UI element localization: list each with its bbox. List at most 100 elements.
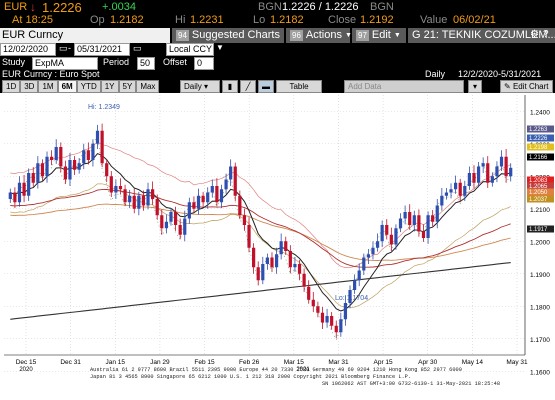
x-tick-label: Apr 30 <box>418 359 438 366</box>
candle-body <box>137 195 141 209</box>
launchpad-tab-label: G 21: TEKNIK COZUMLEM... <box>412 29 555 41</box>
actions-num: 96 <box>290 30 303 41</box>
candle-body <box>408 212 412 225</box>
x-tick-label: Jan 15 <box>106 359 126 366</box>
candle-body <box>109 176 113 193</box>
period-input[interactable]: 50 <box>137 57 155 70</box>
candle-body <box>307 286 311 300</box>
actions-label: Actions <box>305 29 342 41</box>
candle-body <box>72 160 77 170</box>
x-tick-label: Feb 15 <box>194 359 215 366</box>
candle-body <box>435 205 439 222</box>
x-tick-label: May 14 <box>462 359 484 366</box>
quote-low: 1.2182 <box>270 14 304 26</box>
candle-body <box>178 225 182 235</box>
edit-chart-button[interactable]: ✎ Edit Chart <box>500 80 553 93</box>
help-icon[interactable]: ? <box>543 29 549 40</box>
range-button-6m[interactable]: 6M <box>57 80 77 93</box>
price-tag-text: 1.1917 <box>529 227 548 233</box>
range-button-1d[interactable]: 1D <box>2 80 21 93</box>
x-tick-label: Dec 15 <box>16 359 37 366</box>
range-button-1m[interactable]: 1M <box>38 80 58 93</box>
end-date-input[interactable]: 05/31/2021 <box>74 43 130 56</box>
offset-input[interactable]: 0 <box>194 57 214 70</box>
ticker-field[interactable]: EUR Curncy <box>0 28 170 43</box>
bar-chart-icon[interactable]: ▬ <box>258 80 274 93</box>
price-tag-text: 1.2065 <box>529 184 548 190</box>
launchpad-tab[interactable]: G 21: TEKNIK COZUMLEM... <box>408 28 555 43</box>
candle-body <box>353 280 357 290</box>
price-tag-text: 1.2226 <box>529 136 548 142</box>
value-label: Value <box>420 14 448 26</box>
calendar-icon[interactable]: ▭ <box>133 43 142 53</box>
quote-bid-ask: 1.2226 / 1.2226 <box>282 1 359 13</box>
candle-body <box>229 166 233 180</box>
edit-button[interactable]: 97 Edit ▼ <box>352 28 406 43</box>
x-tick-label: Apr 15 <box>374 359 394 366</box>
candle-body <box>320 312 325 323</box>
daily-label: Daily <box>184 82 202 91</box>
candle-body <box>233 166 237 196</box>
candle-body <box>63 166 67 180</box>
candlestick-icon[interactable]: ▮ <box>222 80 238 93</box>
candle-body <box>261 264 265 281</box>
candle-body <box>467 173 471 186</box>
y-tick-label: 1.1700 <box>530 337 550 344</box>
candle-body <box>375 241 380 248</box>
currency-select[interactable]: Local CCY <box>166 43 214 56</box>
candle-body <box>426 215 430 238</box>
candle-body <box>417 215 421 232</box>
candle-body <box>454 182 458 190</box>
price-chart[interactable]: 1.24001.23001.22001.21001.20001.19001.18… <box>0 93 555 400</box>
candle-body <box>146 189 150 206</box>
candle-body <box>398 218 403 229</box>
range-button-1y[interactable]: 1Y <box>100 80 119 93</box>
study-select[interactable]: ExpMA <box>32 57 98 70</box>
candle-body <box>151 189 155 199</box>
candle-body <box>252 247 256 268</box>
settings-icon[interactable]: ⚙ <box>530 29 539 40</box>
chevron-down-icon[interactable]: ▼ <box>216 43 224 52</box>
range-button-5y[interactable]: 5Y <box>118 80 137 93</box>
candle-body <box>17 182 22 203</box>
candle-body <box>279 241 283 255</box>
candle-body <box>169 212 173 222</box>
daily-select[interactable]: Daily ▾ <box>180 80 220 93</box>
add-data-input[interactable]: Add Data <box>344 80 464 93</box>
y-tick-label: 1.1800 <box>530 304 550 311</box>
candle-body <box>293 264 297 268</box>
period-label: Period <box>103 57 130 67</box>
candle-body <box>59 147 63 167</box>
actions-button[interactable]: 96 Actions ▼ <box>286 28 352 43</box>
range-button-max[interactable]: Max <box>136 80 160 93</box>
quote-close: 1.2192 <box>360 14 394 26</box>
candle-body <box>82 150 86 164</box>
candle-body <box>486 163 490 183</box>
range-button-ytd[interactable]: YTD <box>76 80 101 93</box>
quote-pair-label2: BGN <box>370 1 394 13</box>
candle-body <box>123 189 127 203</box>
candle-body <box>242 215 247 225</box>
candle-body <box>343 303 348 320</box>
range-button-3d[interactable]: 3D <box>20 80 39 93</box>
table-button[interactable]: Table <box>276 80 322 93</box>
x-year-label: 2021 <box>296 367 310 373</box>
candle-body <box>27 173 31 196</box>
line-chart-icon[interactable]: ╱ <box>240 80 256 93</box>
start-date-input[interactable]: 12/02/2020 <box>0 43 56 56</box>
candle-body <box>100 130 104 164</box>
candle-body <box>22 182 26 196</box>
candle-body <box>412 215 416 225</box>
candle-body <box>403 212 407 219</box>
candle-body <box>380 225 384 242</box>
candle-body <box>192 202 196 209</box>
high-label: Hi <box>175 14 186 26</box>
chevron-down-icon[interactable]: ▾ <box>468 80 482 93</box>
chart-title: EUR Curncy : Euro Spot <box>2 69 100 79</box>
series-line <box>10 189 511 268</box>
x-year-label: 2020 <box>19 367 33 373</box>
suggested-charts-button[interactable]: 94 Suggested Charts <box>172 28 284 43</box>
calendar-icon[interactable]: ▭ <box>59 43 68 53</box>
candle-body <box>54 147 58 160</box>
price-tag <box>527 225 554 233</box>
